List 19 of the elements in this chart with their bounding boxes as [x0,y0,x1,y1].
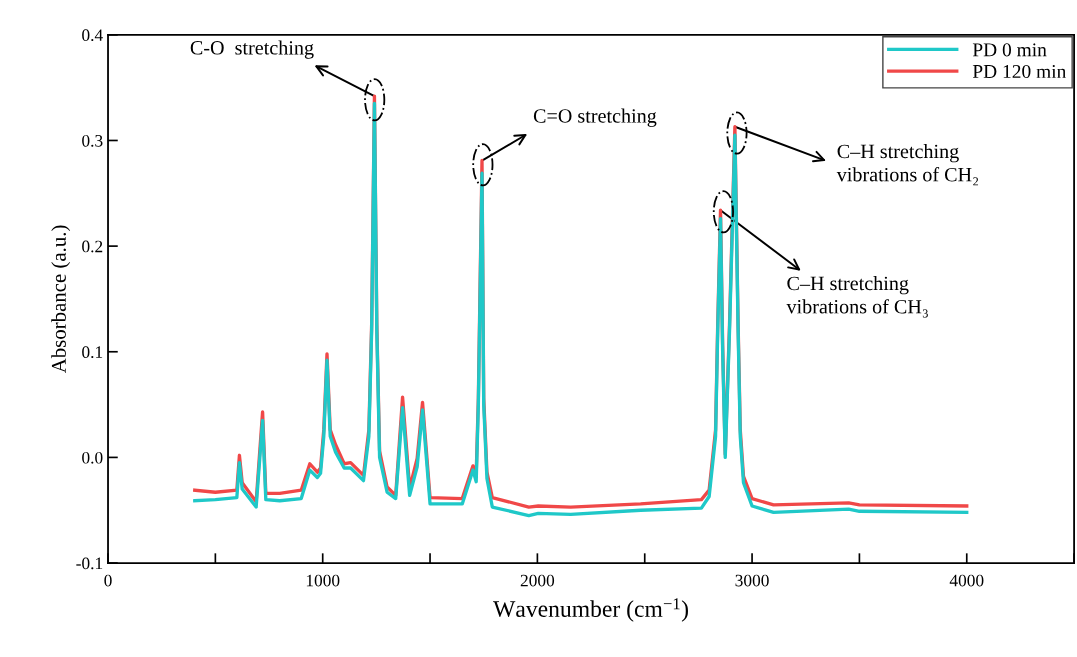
x-tick-label: 0 [104,574,112,587]
legend-label: PD 120 min [972,64,1067,79]
annotation: C=O stretching [533,108,657,127]
annotation: C–H stretching vibrations of CH₃ [786,276,928,318]
x-tick-label: 2000 [520,574,555,587]
legend-label: PD 0 min [972,43,1047,57]
y-tick-label: -0.1 [76,557,103,570]
annotation: C–H stretching vibrations of CH₂ [836,144,979,186]
y-tick-label: 0.3 [82,134,103,147]
y-tick-label: 0.0 [82,451,103,464]
x-tick-label: 1000 [306,574,340,587]
x-tick-label: 4000 [949,574,984,587]
y-tick-label: 0.2 [82,240,103,253]
x-axis-title: Wavenumber (cm$^{−1}$) [493,598,688,622]
annotation: C-O stretching [190,40,314,59]
x-tick-label: 3000 [735,574,769,587]
y-tick-label: 0.1 [82,346,103,359]
y-tick-label: 0.4 [82,29,103,42]
y-axis-title: Absorbance (a.u.) [51,225,71,374]
